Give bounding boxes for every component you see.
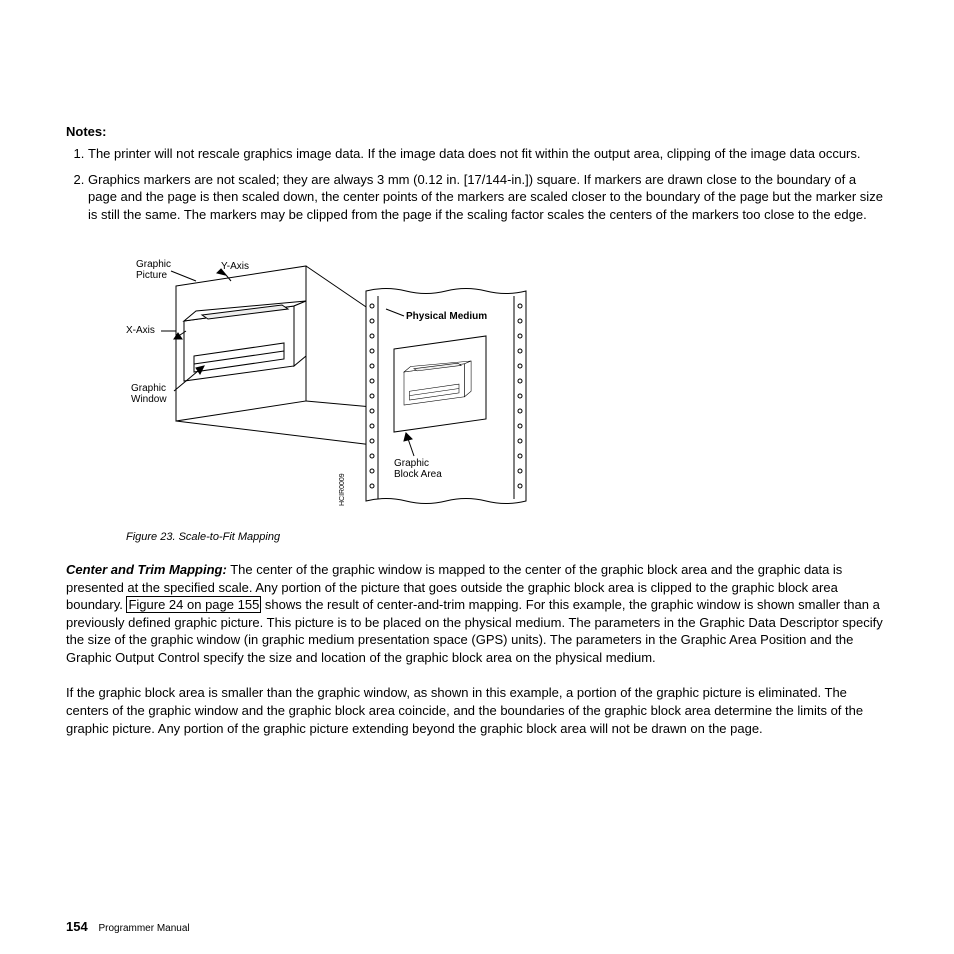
svg-text:Graphic: Graphic bbox=[131, 383, 166, 394]
svg-text:X-Axis: X-Axis bbox=[126, 325, 155, 336]
svg-text:Graphic: Graphic bbox=[394, 458, 429, 469]
svg-text:Window: Window bbox=[131, 394, 167, 405]
page-footer: 154 Programmer Manual bbox=[66, 919, 190, 934]
notes-item-1: The printer will not rescale graphics im… bbox=[88, 145, 888, 163]
center-trim-lead: Center and Trim Mapping: bbox=[66, 562, 227, 577]
svg-text:Block Area: Block Area bbox=[394, 469, 442, 480]
notes-item-2: Graphics markers are not scaled; they ar… bbox=[88, 171, 888, 224]
svg-text:HCIR0009: HCIR0009 bbox=[339, 473, 346, 506]
figure-caption: Figure 23. Scale-to-Fit Mapping bbox=[126, 531, 546, 543]
figure-24-xref[interactable]: Figure 24 on page 155 bbox=[126, 596, 261, 613]
book-title: Programmer Manual bbox=[98, 923, 189, 934]
center-trim-paragraph: Center and Trim Mapping: The center of t… bbox=[66, 561, 888, 666]
scale-to-fit-diagram: Graphic Picture Y-Axis X-Axis Graphic Wi… bbox=[126, 251, 546, 521]
notes-heading: Notes: bbox=[66, 124, 888, 139]
block-area-paragraph: If the graphic block area is smaller tha… bbox=[66, 684, 888, 737]
svg-text:Physical Medium: Physical Medium bbox=[406, 311, 487, 322]
svg-text:Graphic: Graphic bbox=[136, 259, 171, 270]
svg-text:Picture: Picture bbox=[136, 270, 168, 281]
notes-list: The printer will not rescale graphics im… bbox=[66, 145, 888, 223]
figure-23: Graphic Picture Y-Axis X-Axis Graphic Wi… bbox=[126, 251, 546, 543]
page-number: 154 bbox=[66, 919, 88, 934]
svg-text:Y-Axis: Y-Axis bbox=[221, 261, 249, 272]
page-content: Notes: The printer will not rescale grap… bbox=[66, 124, 888, 737]
